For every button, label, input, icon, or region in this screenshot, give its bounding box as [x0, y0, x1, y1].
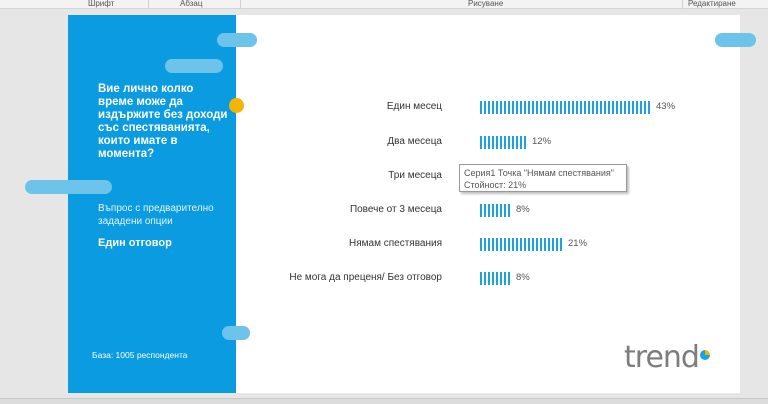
data-label: 8% [516, 204, 530, 215]
decor-bubble [217, 33, 257, 47]
decor-bubble [222, 326, 250, 340]
decor-bubble [25, 180, 112, 194]
category-label: Не мога да преценя/ Без отговор [289, 272, 442, 283]
category-label: Нямам спестявания [349, 238, 442, 249]
decor-bubble [165, 59, 223, 73]
answer-type: Един отговор [98, 237, 172, 249]
logo-pie-icon [700, 350, 710, 360]
ribbon: Шрифт Абзац Рисуване Редактиране [0, 0, 768, 9]
decor-dot [229, 98, 244, 113]
bar[interactable] [480, 238, 564, 251]
data-label: 12% [532, 136, 552, 147]
category-label: Един месец [386, 101, 442, 112]
bar-row: Нямам спестявания 21% [236, 238, 736, 252]
ribbon-group-drawing[interactable]: Рисуване [468, 0, 504, 8]
data-label: 21% [568, 238, 588, 249]
category-label: Три месеца [388, 170, 442, 181]
data-label: 8% [516, 272, 530, 283]
decor-bubble [715, 33, 756, 47]
status-bar [0, 398, 768, 404]
trend-logo: trend [624, 340, 700, 375]
chart-tooltip: Серия1 Точка "Нямам спестявания" Стойнос… [459, 164, 627, 192]
question-subtitle: Въпрос с предварително зададени опции [98, 203, 214, 227]
category-label: Два месеца [387, 136, 442, 147]
bar[interactable] [480, 101, 652, 114]
bar-row: Не мога да преценя/ Без отговор 8% [236, 272, 736, 286]
bar-row: Повече от 3 месеца 8% [236, 204, 736, 218]
data-label: 43% [656, 101, 676, 112]
base-note: База: 1005 респондента [92, 350, 188, 360]
ribbon-group-editing[interactable]: Редактиране [688, 0, 736, 8]
question-panel: Вие лично колко време може да издържите … [68, 15, 236, 393]
ribbon-group-font[interactable]: Шрифт [88, 0, 115, 8]
category-label: Повече от 3 месеца [349, 204, 442, 215]
bar-row: Три месеца [236, 170, 736, 184]
bar[interactable] [480, 204, 512, 217]
tooltip-value: Стойност: 21% [464, 180, 527, 190]
ribbon-group-paragraph[interactable]: Абзац [180, 0, 203, 8]
bar-row: Един месец 43% [236, 101, 736, 115]
bar-row: Два месеца 12% [236, 136, 736, 150]
question-text: Вие лично колко време може да издържите … [98, 83, 228, 160]
bar[interactable] [480, 272, 512, 285]
bar[interactable] [480, 136, 528, 149]
tooltip-series: Серия1 Точка "Нямам спестявания" [464, 168, 614, 178]
